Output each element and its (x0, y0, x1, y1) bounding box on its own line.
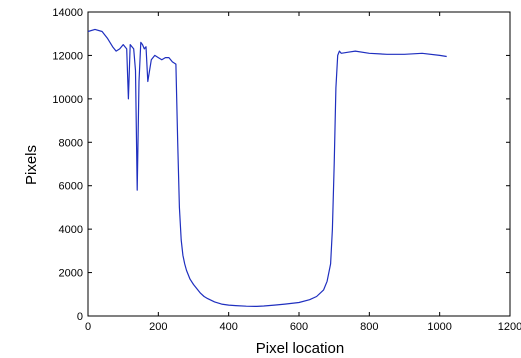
y-tick-label: 10000 (52, 94, 83, 106)
y-tick-label: 8000 (59, 137, 83, 149)
y-tick-label: 0 (77, 311, 83, 323)
x-tick-label: 1200 (498, 321, 521, 333)
y-tick-label: 12000 (52, 50, 83, 62)
x-tick-label: 400 (219, 321, 237, 333)
y-tick-label: 2000 (59, 268, 83, 280)
x-axis-label: Pixel location (256, 340, 344, 357)
y-axis-label: Pixels (23, 145, 40, 185)
x-tick-label: 200 (149, 321, 167, 333)
plot-area (87, 11, 511, 317)
y-tick-label: 14000 (52, 7, 83, 19)
x-tick-label: 800 (360, 321, 378, 333)
x-tick-label: 600 (290, 321, 308, 333)
series-line-0 (87, 28, 447, 307)
x-tick-label: 0 (85, 321, 91, 333)
plot-frame (87, 11, 511, 317)
y-axis-ticks: 0 2000 4000 6000 8000 10000 12000 14000 (52, 7, 510, 323)
y-tick-label: 6000 (59, 181, 83, 193)
y-tick-label: 4000 (59, 224, 83, 236)
x-tick-label: 1000 (427, 321, 451, 333)
x-axis-ticks: 0 200 400 600 800 1000 1200 (85, 12, 521, 333)
